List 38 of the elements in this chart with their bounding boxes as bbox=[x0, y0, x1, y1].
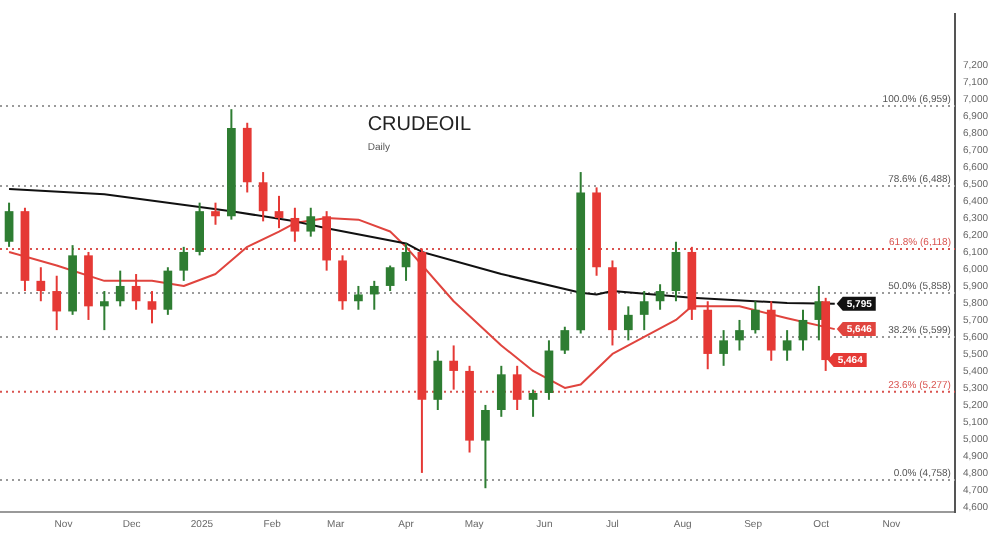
candlestick bbox=[36, 266, 46, 303]
candlestick bbox=[306, 206, 316, 238]
candlestick bbox=[354, 284, 363, 311]
candlestick bbox=[655, 283, 665, 311]
candlestick bbox=[369, 279, 379, 311]
candlestick bbox=[163, 266, 173, 316]
candlestick bbox=[481, 403, 490, 490]
candlestick bbox=[544, 339, 554, 401]
candlestick bbox=[385, 264, 395, 293]
candlestick bbox=[52, 274, 62, 332]
candlestick bbox=[258, 171, 268, 223]
candlestick bbox=[671, 240, 681, 303]
candlestick bbox=[512, 364, 522, 412]
candlestick bbox=[195, 201, 204, 257]
text: CRUDEOIL bbox=[367, 114, 472, 136]
candlestick bbox=[496, 364, 506, 418]
candlestick bbox=[99, 290, 109, 332]
candlestick bbox=[433, 349, 443, 412]
candlestick bbox=[782, 329, 792, 362]
candlestick bbox=[735, 318, 744, 352]
candlestick bbox=[798, 308, 808, 352]
candlestick bbox=[703, 300, 713, 371]
candlestick bbox=[639, 290, 649, 332]
candlestick bbox=[750, 300, 760, 335]
candlestick bbox=[179, 245, 189, 282]
candlestick bbox=[401, 242, 411, 282]
candlestick bbox=[211, 201, 220, 226]
candlestick bbox=[115, 269, 125, 308]
candlestick bbox=[131, 273, 141, 311]
candlestick bbox=[4, 201, 14, 248]
candlestick bbox=[560, 325, 570, 355]
candlestick bbox=[623, 305, 633, 342]
candlestick bbox=[719, 329, 728, 367]
candlestick bbox=[449, 344, 459, 391]
candlestick bbox=[528, 388, 538, 418]
candlestick bbox=[147, 290, 157, 325]
candlestick bbox=[766, 300, 776, 362]
candlestick bbox=[338, 254, 347, 311]
